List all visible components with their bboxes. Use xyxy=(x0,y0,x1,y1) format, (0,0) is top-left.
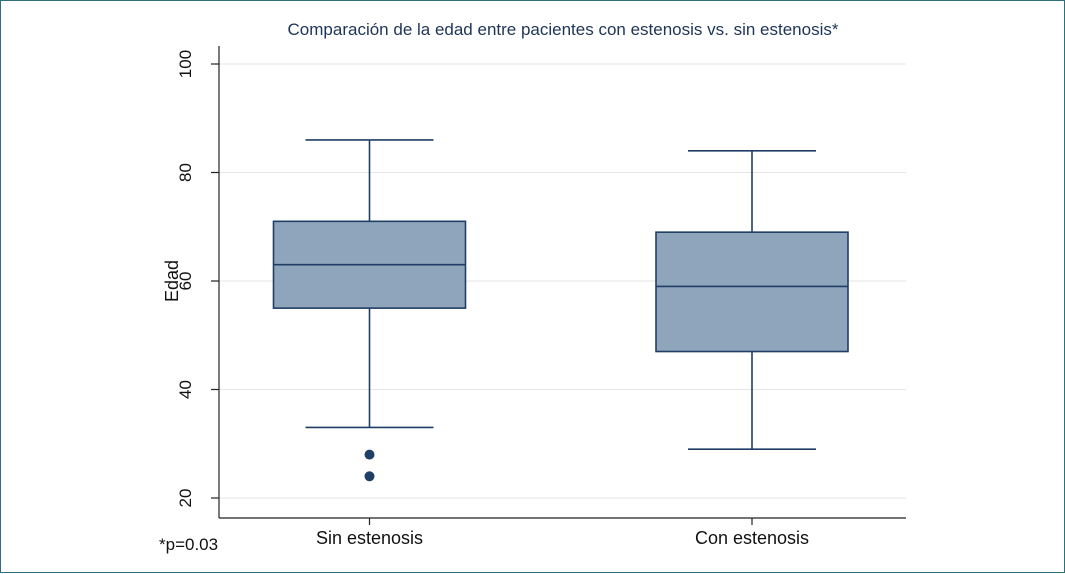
box-2 xyxy=(655,150,849,450)
boxes xyxy=(272,139,849,482)
y-axis: 20 40 60 80 100 xyxy=(176,46,220,518)
x-tick-label: Sin estenosis xyxy=(316,528,423,548)
footnote: *p=0.03 xyxy=(159,535,218,554)
chart-title: Comparación de la edad entre pacientes c… xyxy=(288,20,839,39)
outlier-point xyxy=(364,449,375,460)
box-1 xyxy=(272,139,467,482)
y-tick-label: 100 xyxy=(176,50,195,78)
y-tick-label: 60 xyxy=(176,272,195,291)
x-axis: Sin estenosis Con estenosis xyxy=(219,517,906,548)
x-tick-label: Con estenosis xyxy=(695,528,809,548)
y-axis-label: Edad xyxy=(162,260,182,302)
iqr-box xyxy=(655,231,849,353)
y-tick-label: 40 xyxy=(176,380,195,399)
y-tick-label: 20 xyxy=(176,489,195,508)
outlier-point xyxy=(364,471,375,482)
y-tick-label: 80 xyxy=(176,163,195,182)
